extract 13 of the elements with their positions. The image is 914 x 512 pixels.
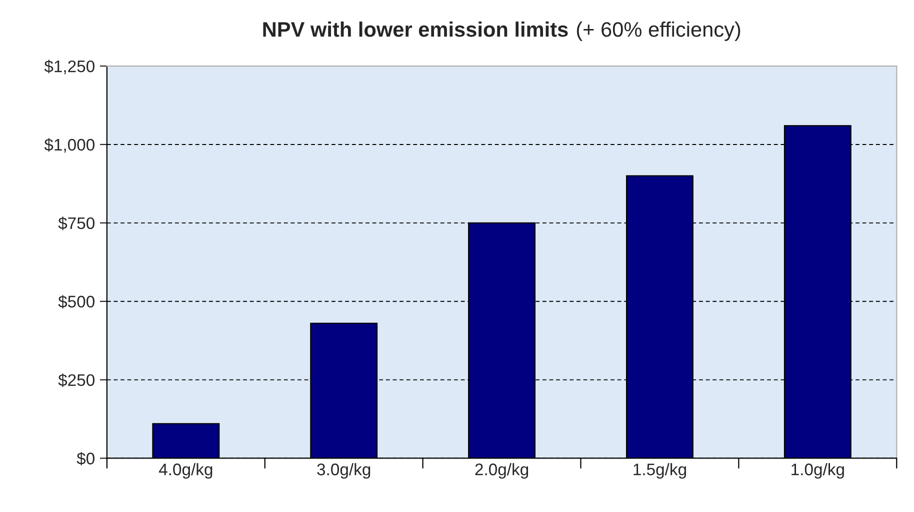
y-tick-label: $500	[58, 295, 94, 309]
x-tick-label: 2.0g/kg	[475, 463, 528, 479]
y-tick-label: $750	[58, 216, 94, 230]
y-tick-label: $1,000	[44, 138, 94, 153]
chart-title: NPV with lower emission limits	[263, 22, 568, 37]
chart-subtitle: (+ 60% efficiency)	[576, 22, 740, 41]
y-tick-label: $0	[76, 452, 94, 466]
x-tick-label: 4.0g/kg	[158, 463, 212, 479]
x-tick-label: 3.0g/kg	[317, 463, 370, 479]
y-tick-label: $1,250	[44, 60, 94, 74]
x-tick-label: 1.0g/kg	[792, 463, 844, 479]
x-tick-label: 1.5g/kg	[634, 463, 686, 479]
y-tick-label: $250	[58, 374, 94, 387]
